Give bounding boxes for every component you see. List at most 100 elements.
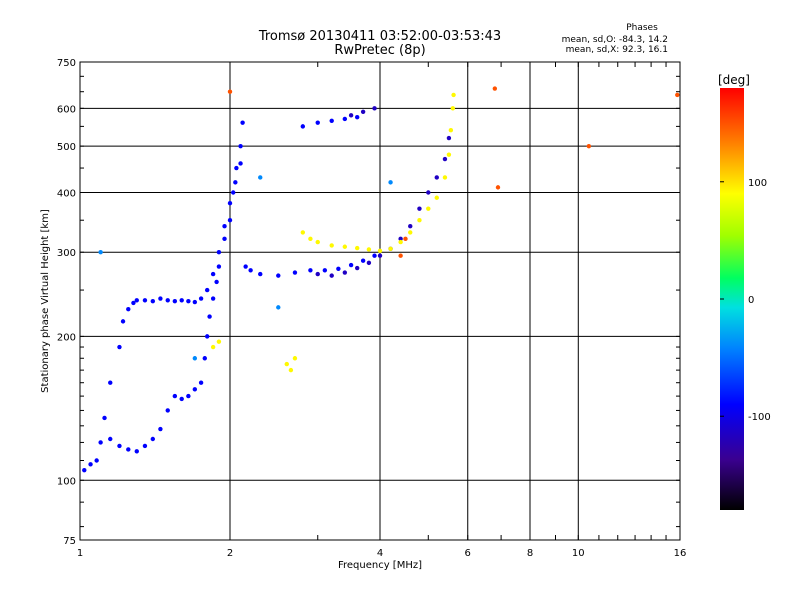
data-point xyxy=(495,185,501,190)
data-point xyxy=(231,190,236,195)
x-tick-label: 16 xyxy=(674,548,687,559)
data-point xyxy=(142,298,148,303)
data-point xyxy=(240,120,245,125)
data-point xyxy=(348,113,354,118)
data-point xyxy=(227,218,233,223)
data-point xyxy=(207,314,212,319)
y-tick-label: 75 xyxy=(63,536,76,547)
data-point xyxy=(372,106,377,111)
data-point xyxy=(94,458,99,463)
data-point xyxy=(308,268,313,273)
data-point xyxy=(675,92,680,98)
data-point xyxy=(198,296,204,301)
data-point xyxy=(172,393,178,399)
data-point xyxy=(276,273,281,278)
data-point xyxy=(227,200,233,206)
data-point xyxy=(216,339,222,344)
data-point xyxy=(403,236,408,242)
data-point xyxy=(117,344,122,350)
stats-line-x: mean, sd,X: 92.3, 16.1 xyxy=(566,45,668,55)
data-point xyxy=(434,195,439,200)
data-point xyxy=(150,436,156,442)
data-point xyxy=(300,230,306,235)
data-point xyxy=(322,268,328,273)
y-axis-label: Stationary phase Virtual Height [km] xyxy=(40,209,51,393)
data-point xyxy=(366,247,372,252)
data-point xyxy=(492,86,498,91)
data-point xyxy=(98,440,103,445)
data-point xyxy=(108,436,113,442)
data-point xyxy=(342,116,348,122)
data-point xyxy=(126,447,131,452)
data-point xyxy=(342,244,348,249)
data-point xyxy=(204,287,210,293)
data-point xyxy=(233,180,238,185)
data-point xyxy=(398,253,403,258)
data-point xyxy=(216,250,222,255)
data-point xyxy=(354,245,360,251)
data-point xyxy=(108,380,113,385)
data-point xyxy=(210,271,216,277)
data-point xyxy=(442,156,448,162)
data-point xyxy=(98,250,103,255)
data-point xyxy=(417,206,422,211)
data-point xyxy=(258,271,263,277)
data-point xyxy=(336,266,341,271)
data-point xyxy=(158,426,163,432)
data-point xyxy=(300,124,306,129)
colorbar-ticks: 100 0 -100 xyxy=(720,178,771,423)
data-point xyxy=(117,443,122,449)
data-point xyxy=(329,243,334,248)
colorbar-tick-label: 0 xyxy=(748,295,754,306)
x-axis-ticks: 1 2 4 6 8 10 16 xyxy=(77,62,687,559)
data-point xyxy=(388,180,393,185)
data-point xyxy=(192,387,198,392)
data-point xyxy=(142,443,148,449)
data-point xyxy=(448,127,454,133)
data-point xyxy=(360,109,366,115)
data-point xyxy=(134,298,139,303)
data-point xyxy=(366,260,372,266)
plot-frame xyxy=(79,61,681,541)
data-point xyxy=(198,380,204,385)
data-point xyxy=(354,265,360,271)
data-point xyxy=(426,190,431,195)
data-point xyxy=(360,258,366,263)
data-point xyxy=(408,230,413,235)
data-point xyxy=(238,143,243,149)
data-point xyxy=(288,367,294,373)
data-point xyxy=(88,462,93,467)
data-point xyxy=(308,236,313,242)
data-point xyxy=(243,264,248,269)
data-point xyxy=(315,120,320,125)
data-point xyxy=(398,236,403,242)
data-point xyxy=(426,206,431,211)
data-point xyxy=(408,224,413,229)
data-point xyxy=(102,415,107,421)
data-point xyxy=(120,319,126,324)
data-point xyxy=(377,248,383,254)
data-point xyxy=(329,273,334,278)
data-point xyxy=(446,152,452,157)
data-point xyxy=(172,298,178,304)
data-point xyxy=(354,114,360,120)
data-point xyxy=(248,268,253,273)
data-point xyxy=(342,270,348,275)
data-point xyxy=(179,396,184,402)
x-tick-label: 8 xyxy=(527,548,533,559)
data-point xyxy=(258,175,263,180)
colorbar-label: [deg] xyxy=(718,73,750,87)
x-tick-label: 4 xyxy=(377,548,383,559)
data-point xyxy=(158,296,163,301)
y-tick-label: 600 xyxy=(57,104,76,115)
y-tick-label: 300 xyxy=(57,248,76,259)
y-axis-ticks: 75 100 200 300 400 500 600 750 xyxy=(57,58,680,547)
data-point xyxy=(126,306,131,312)
data-point xyxy=(417,218,422,223)
data-point xyxy=(372,253,377,258)
y-tick-label: 750 xyxy=(57,58,76,69)
data-point xyxy=(214,279,219,285)
data-point xyxy=(202,356,207,361)
colorbar-tick-label: 100 xyxy=(748,178,767,189)
